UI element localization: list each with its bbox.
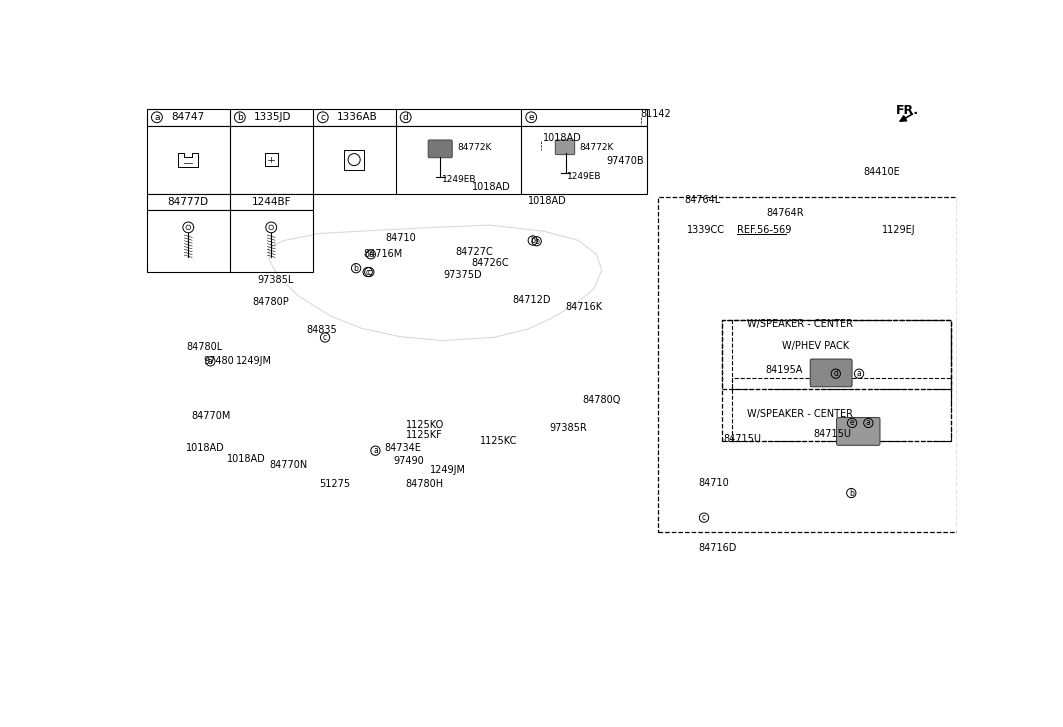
Text: 97375D: 97375D xyxy=(443,270,482,280)
FancyBboxPatch shape xyxy=(810,359,853,387)
Text: 1018AD: 1018AD xyxy=(186,443,225,453)
Text: a: a xyxy=(373,446,377,455)
Text: 84410E: 84410E xyxy=(864,167,900,177)
Text: W/SPEAKER - CENTER: W/SPEAKER - CENTER xyxy=(746,409,853,419)
Text: c: c xyxy=(323,333,327,342)
Text: 97490: 97490 xyxy=(393,457,424,467)
Text: d: d xyxy=(403,113,408,121)
Text: 84780Q: 84780Q xyxy=(583,395,621,405)
Text: W/SPEAKER - CENTER: W/SPEAKER - CENTER xyxy=(746,319,853,329)
Text: 97470B: 97470B xyxy=(606,156,644,166)
Bar xyxy=(722,320,951,389)
Text: 97385R: 97385R xyxy=(550,422,588,433)
Text: 1336AB: 1336AB xyxy=(337,112,377,122)
Text: b: b xyxy=(849,489,854,497)
Text: b: b xyxy=(237,113,242,121)
Text: FR.: FR. xyxy=(895,104,918,117)
Text: 1244BF: 1244BF xyxy=(252,197,291,207)
Text: 84764R: 84764R xyxy=(766,208,805,218)
Text: b: b xyxy=(535,237,539,246)
Text: 84770N: 84770N xyxy=(269,459,307,470)
Text: 84727C: 84727C xyxy=(455,247,493,257)
Bar xyxy=(147,126,646,193)
FancyBboxPatch shape xyxy=(837,417,880,446)
Bar xyxy=(732,377,951,441)
Text: W/PHEV PACK: W/PHEV PACK xyxy=(782,341,849,351)
Text: 84764L: 84764L xyxy=(685,196,721,206)
Text: 84726C: 84726C xyxy=(472,258,509,268)
Text: 84716M: 84716M xyxy=(364,249,403,260)
Text: 84780L: 84780L xyxy=(186,342,222,352)
Text: b: b xyxy=(530,236,535,245)
Text: 97385L: 97385L xyxy=(257,275,293,285)
Text: a: a xyxy=(208,357,213,366)
Text: 1129EJ: 1129EJ xyxy=(881,225,915,236)
Text: a: a xyxy=(154,113,159,121)
Text: c: c xyxy=(320,113,325,121)
Text: e: e xyxy=(849,419,855,427)
Text: 84715U: 84715U xyxy=(724,434,761,444)
Text: a: a xyxy=(866,419,871,427)
Text: 84715U: 84715U xyxy=(813,429,851,438)
Text: b: b xyxy=(354,264,358,273)
Bar xyxy=(147,193,313,210)
Text: 84772K: 84772K xyxy=(579,142,614,152)
Text: c: c xyxy=(366,268,370,276)
Text: 1018AD: 1018AD xyxy=(227,454,266,464)
Text: 84780H: 84780H xyxy=(406,479,443,489)
Text: 1249EB: 1249EB xyxy=(568,172,602,181)
Text: 84835: 84835 xyxy=(306,325,337,335)
Bar xyxy=(658,197,957,531)
Text: 84772K: 84772K xyxy=(457,142,491,152)
Text: c: c xyxy=(702,513,706,522)
Text: a: a xyxy=(857,369,861,378)
Text: c: c xyxy=(367,268,371,276)
Bar xyxy=(344,150,365,169)
Text: 1249EB: 1249EB xyxy=(442,175,476,184)
Text: 81142: 81142 xyxy=(641,109,671,119)
Text: d: d xyxy=(833,369,839,378)
Text: 84777D: 84777D xyxy=(168,197,208,207)
Text: 84710: 84710 xyxy=(386,233,417,243)
Text: b: b xyxy=(369,250,373,259)
Text: 51275: 51275 xyxy=(319,479,350,489)
Text: 1249JM: 1249JM xyxy=(429,465,466,475)
Text: 84770M: 84770M xyxy=(191,411,231,421)
Text: 1125KC: 1125KC xyxy=(480,436,518,446)
Text: 84780P: 84780P xyxy=(252,297,289,307)
Text: 1249JM: 1249JM xyxy=(236,356,272,366)
Text: 84716D: 84716D xyxy=(698,544,737,553)
Text: 84716K: 84716K xyxy=(566,302,603,313)
FancyBboxPatch shape xyxy=(555,140,575,155)
Bar xyxy=(147,210,313,272)
Bar xyxy=(147,109,646,126)
Text: 1018AD: 1018AD xyxy=(543,133,581,143)
Text: 84747: 84747 xyxy=(171,112,204,122)
Text: 97480: 97480 xyxy=(203,356,234,366)
Text: 1018AD: 1018AD xyxy=(528,196,567,206)
Text: 1125KO: 1125KO xyxy=(406,419,444,430)
Text: 84195A: 84195A xyxy=(765,365,803,375)
Bar xyxy=(722,320,951,441)
Text: 84710: 84710 xyxy=(698,478,729,488)
Text: 1125KF: 1125KF xyxy=(406,430,442,440)
Text: e: e xyxy=(528,113,534,121)
FancyBboxPatch shape xyxy=(428,140,452,158)
Text: 1335JD: 1335JD xyxy=(254,112,291,122)
Text: 84734E: 84734E xyxy=(384,443,421,453)
Text: 1018AD: 1018AD xyxy=(472,182,511,193)
Text: REF.56-569: REF.56-569 xyxy=(738,225,792,236)
Text: 84712D: 84712D xyxy=(512,294,551,305)
Text: 1339CC: 1339CC xyxy=(687,225,725,236)
Bar xyxy=(732,320,951,389)
